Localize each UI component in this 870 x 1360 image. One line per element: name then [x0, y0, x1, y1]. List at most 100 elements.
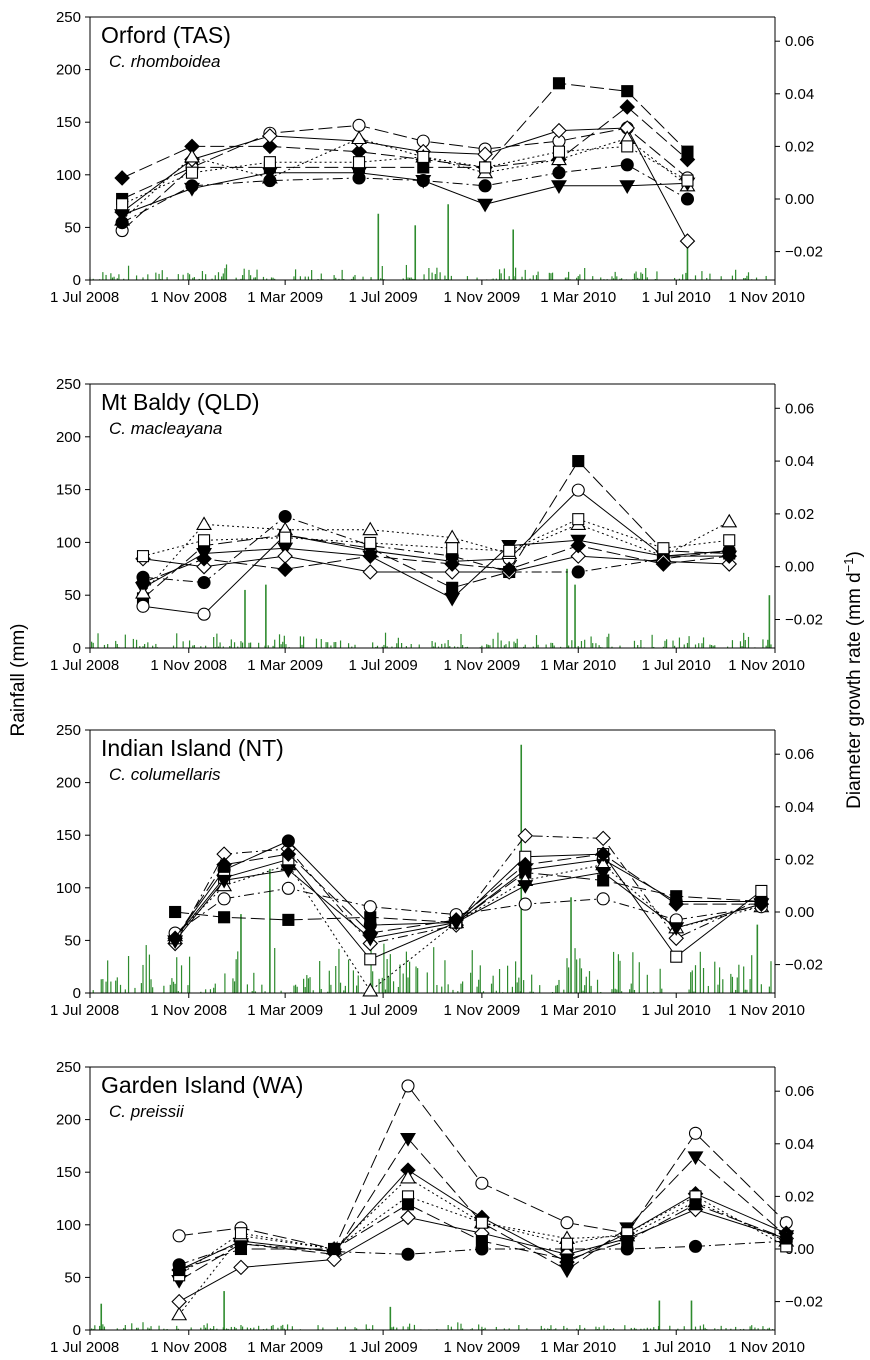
rainfall-bars: [89, 204, 767, 280]
data-point: [570, 548, 587, 564]
data-point: [401, 1247, 415, 1261]
data-point: [352, 156, 366, 169]
data-point: [753, 898, 770, 913]
data-point: [780, 1232, 793, 1245]
data-point: [401, 1079, 415, 1093]
data-point: [362, 982, 379, 997]
data-point: [217, 892, 231, 906]
x-tick-label: 1 Mar 2010: [540, 1002, 616, 1019]
data-point: [281, 834, 295, 848]
series-7: [115, 158, 695, 230]
data-point: [171, 1306, 188, 1321]
series-line: [121, 164, 688, 224]
data-point: [262, 138, 278, 155]
series-4: [114, 120, 696, 249]
right-tick-label: −0.02: [785, 611, 823, 628]
x-tick-label: 1 Nov 2009: [444, 657, 521, 674]
data-point: [115, 216, 129, 230]
series-line: [142, 460, 730, 599]
left-tick-label: 50: [64, 587, 81, 604]
x-tick-label: 1 Mar 2009: [247, 289, 323, 306]
data-point: [282, 913, 295, 926]
data-point: [551, 122, 567, 139]
right-tick-label: 0.02: [785, 138, 814, 155]
x-tick-label: 1 Jul 2008: [50, 289, 119, 306]
data-point: [596, 892, 610, 906]
data-point: [277, 561, 293, 578]
data-point: [364, 953, 377, 966]
data-point: [560, 1253, 574, 1266]
x-tick-label: 1 Nov 2009: [444, 1339, 521, 1356]
panel-3: 0 50 100 150 200 250 −0.02 0.00 0.02 0.04 0.06 1 Ju…: [50, 722, 823, 1019]
panels: 0 50 100 150 200 250 −0.02 0.00 0.02 0.04 0.06 1 Ju…: [50, 9, 823, 1356]
series-line: [142, 521, 730, 594]
data-point: [197, 534, 211, 547]
series-line: [175, 871, 762, 924]
data-point: [136, 550, 150, 563]
data-point: [518, 897, 532, 911]
data-point: [552, 166, 566, 180]
right-axis-title: Diameter growth rate (mm d−1): [841, 551, 865, 809]
data-point: [723, 534, 736, 547]
data-point: [326, 1251, 342, 1268]
left-tick-label: 200: [56, 775, 81, 792]
left-tick-label: 250: [56, 376, 81, 393]
data-point: [233, 1259, 249, 1276]
series-line: [121, 172, 688, 216]
data-point: [446, 581, 459, 594]
panel-title: Orford (TAS): [101, 22, 231, 48]
data-point: [234, 1242, 248, 1256]
data-point: [262, 128, 278, 144]
series-line: [178, 1177, 787, 1316]
data-point: [679, 151, 696, 168]
panel-1: 0 50 100 150 200 250 −0.02 0.00 0.02 0.04 0.06 1 Ju…: [50, 9, 823, 306]
right-tick-label: 0.00: [785, 904, 814, 921]
data-point: [328, 1242, 341, 1256]
series-3: [135, 534, 738, 607]
data-point: [363, 900, 377, 914]
data-point: [517, 856, 534, 873]
series-8: [116, 140, 694, 211]
left-tick-label: 150: [56, 827, 81, 844]
left-tick-label: 0: [73, 272, 81, 289]
panel-title: Garden Island (WA): [101, 1072, 303, 1098]
data-point: [185, 166, 199, 179]
right-tick-label: −0.02: [785, 1294, 823, 1311]
data-point: [172, 1229, 186, 1243]
data-point: [571, 483, 585, 497]
left-tick-label: 0: [73, 985, 81, 1002]
series-line: [142, 515, 730, 584]
x-tick-label: 1 Jul 2010: [642, 657, 711, 674]
left-tick-label: 200: [56, 429, 81, 446]
data-point: [362, 564, 379, 580]
x-tick-label: 1 Mar 2009: [247, 1339, 323, 1356]
right-tick-label: 0.02: [785, 506, 814, 523]
data-point: [448, 916, 465, 931]
data-point: [362, 932, 379, 947]
panel-species: C. columellaris: [109, 765, 221, 784]
data-point: [479, 161, 492, 174]
data-point: [621, 1235, 634, 1248]
x-tick-label: 1 Mar 2009: [247, 1002, 323, 1019]
data-point: [416, 174, 430, 188]
data-point: [364, 536, 377, 549]
data-point: [277, 548, 293, 564]
left-tick-label: 0: [73, 1322, 81, 1339]
data-point: [114, 170, 130, 186]
data-point: [196, 516, 212, 530]
data-point: [280, 846, 297, 862]
left-tick-label: 250: [56, 1059, 81, 1076]
data-point: [167, 935, 184, 950]
data-point: [721, 556, 738, 572]
data-point: [475, 1235, 488, 1248]
panel-2: 0 50 100 150 200 250 −0.02 0.00 0.02 0.04 0.06 1 Ju…: [50, 376, 823, 674]
x-tick-label: 1 Jul 2008: [50, 1002, 119, 1019]
right-tick-label: −0.02: [785, 957, 823, 974]
data-point: [196, 558, 212, 575]
data-point: [446, 542, 459, 555]
left-axis-title: Rainfall (mm): [8, 624, 29, 737]
data-point: [444, 556, 460, 572]
x-tick-label: 1 Jul 2010: [642, 1002, 711, 1019]
data-point: [263, 174, 277, 188]
